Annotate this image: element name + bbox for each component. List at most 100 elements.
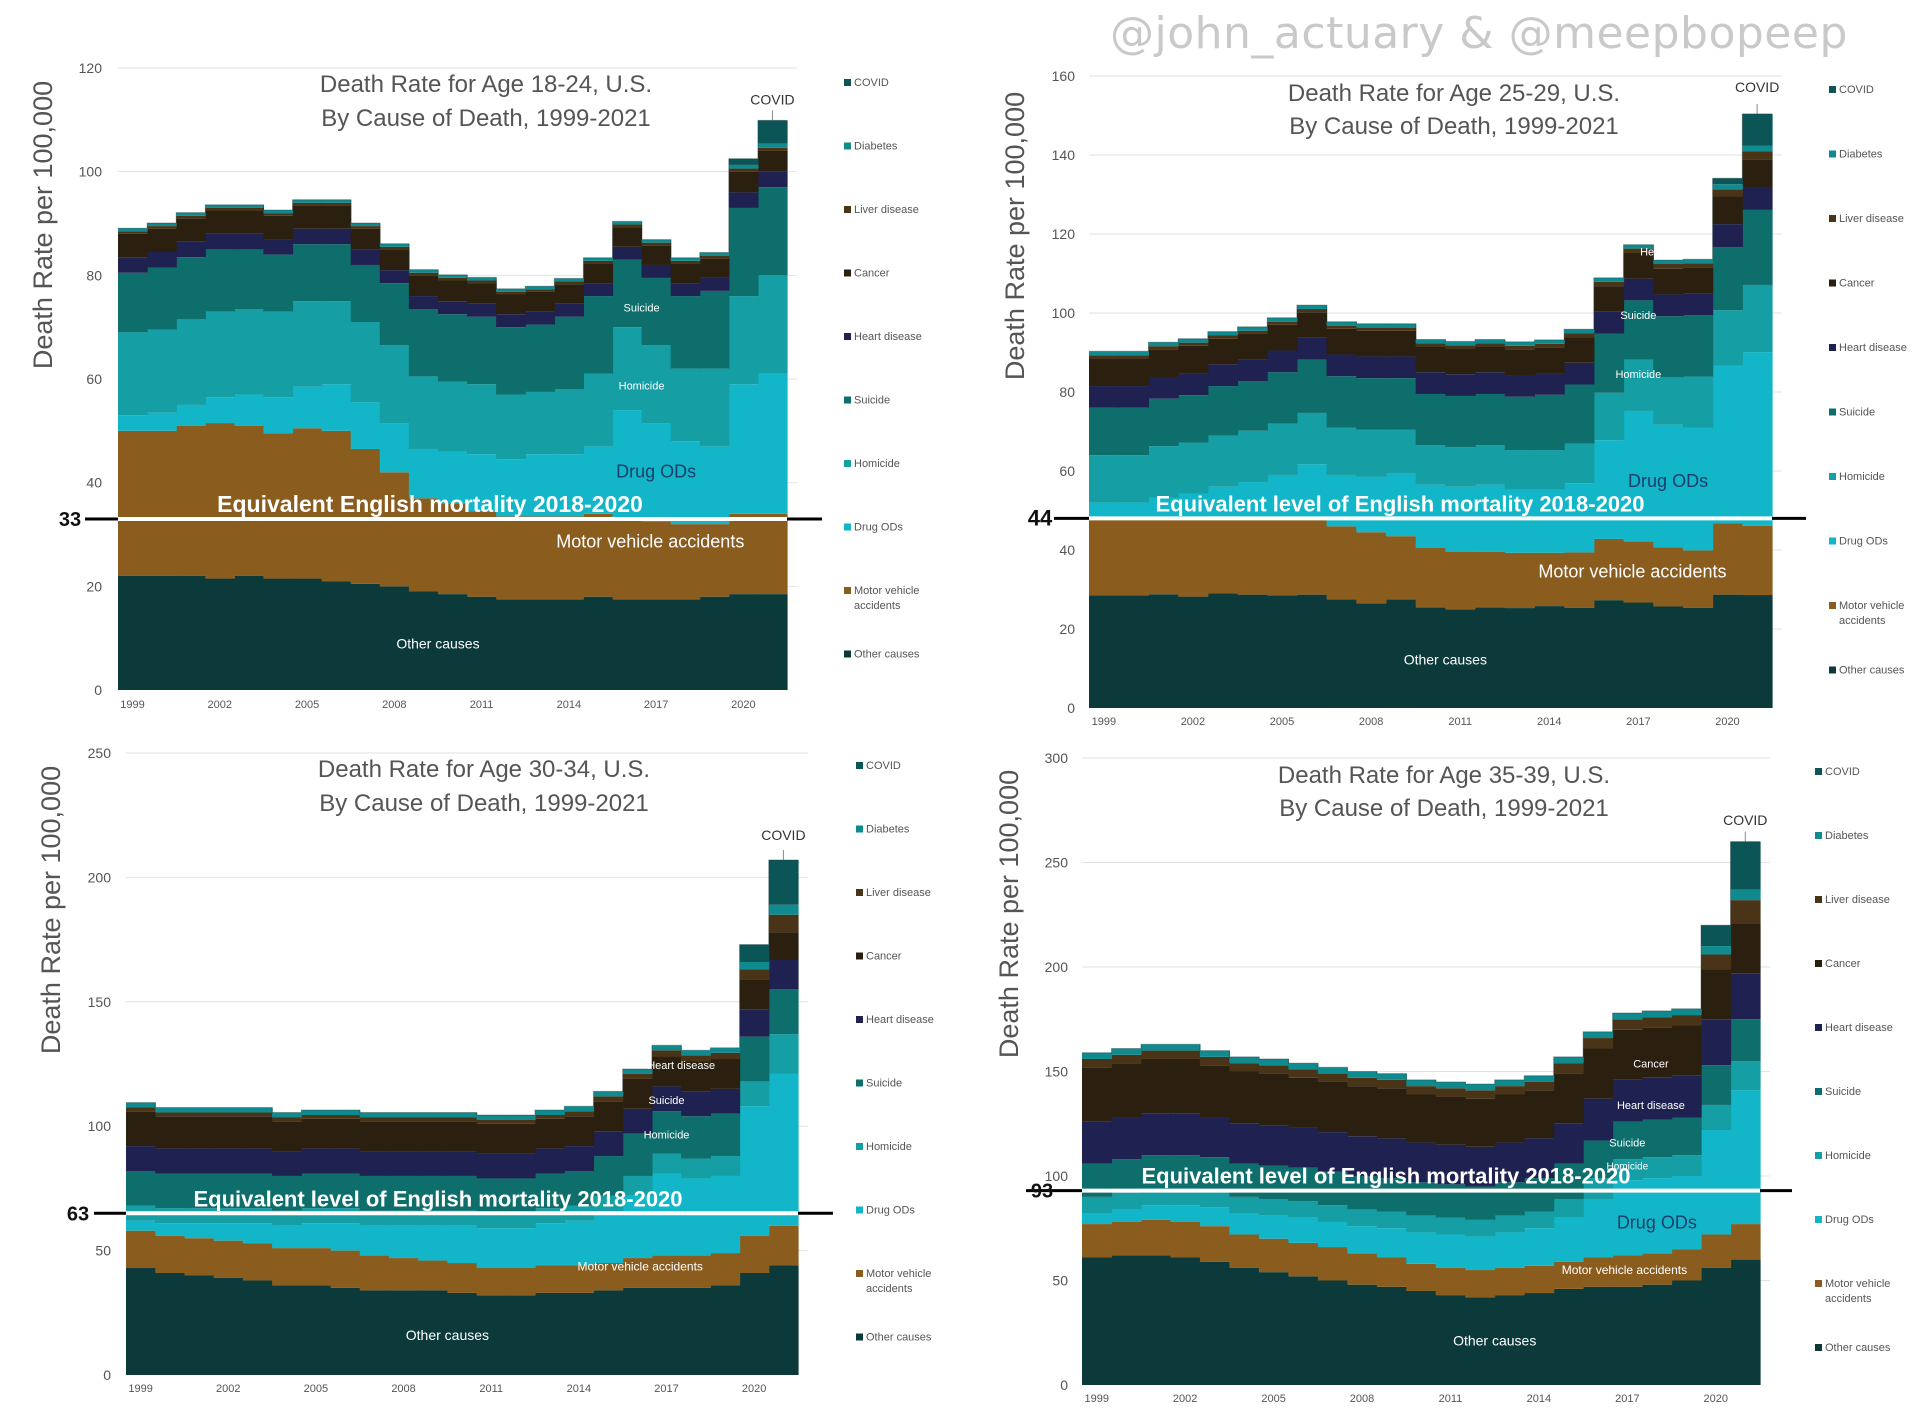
area-segment xyxy=(1317,1205,1348,1222)
area-segment xyxy=(1623,300,1654,360)
area-segment xyxy=(213,1240,244,1278)
area-segment xyxy=(1406,1086,1437,1095)
area-segment xyxy=(1653,547,1684,607)
area-segment xyxy=(467,454,497,512)
area-segment xyxy=(583,296,614,374)
legend-swatch xyxy=(844,333,851,340)
area-segment xyxy=(583,257,614,261)
area-segment xyxy=(768,1073,799,1226)
area-segment xyxy=(292,244,323,302)
area-segment xyxy=(1199,1050,1230,1057)
legend-label: Motor vehicle xyxy=(866,1268,931,1280)
area-segment xyxy=(1534,347,1565,374)
area-segment xyxy=(554,454,584,517)
area-segment xyxy=(505,1153,536,1179)
series-motor-vehicle-accidents xyxy=(1089,516,1773,610)
y-axis-label: Death Rate per 100,000 xyxy=(994,770,1024,1058)
area-segment xyxy=(118,228,148,232)
area-segment xyxy=(535,1115,565,1119)
area-segment xyxy=(564,1106,595,1112)
area-segment xyxy=(1475,372,1506,394)
area-segment xyxy=(155,1235,186,1273)
area-segment xyxy=(593,1263,624,1291)
annotation-homicide: Homicide xyxy=(1615,369,1661,381)
area-segment xyxy=(1296,337,1328,360)
area-segment xyxy=(263,213,294,216)
area-segment xyxy=(263,239,294,255)
area-segment xyxy=(272,1285,302,1375)
series-other-causes xyxy=(118,575,788,690)
legend-swatch xyxy=(844,523,851,531)
area-segment xyxy=(379,246,410,250)
area-segment xyxy=(1415,548,1446,608)
area-segment xyxy=(1730,923,1761,974)
area-segment xyxy=(1178,338,1209,343)
area-segment xyxy=(1583,1048,1614,1099)
area-segment xyxy=(505,1295,536,1375)
area-segment xyxy=(554,303,584,317)
area-segment xyxy=(1148,497,1179,518)
area-segment xyxy=(535,1148,565,1174)
area-segment xyxy=(1415,343,1446,347)
area-segment xyxy=(1267,518,1298,596)
area-segment xyxy=(234,575,265,690)
area-segment xyxy=(1317,1280,1348,1385)
reference-value: 44 xyxy=(1028,505,1053,530)
area-segment xyxy=(184,1107,215,1113)
series-suicide xyxy=(118,187,788,395)
area-segment xyxy=(1612,1159,1643,1181)
area-segment xyxy=(1118,355,1149,359)
area-segment xyxy=(699,524,730,597)
area-segment xyxy=(1356,330,1387,357)
area-segment xyxy=(1140,1058,1172,1114)
x-tick-label: 2002 xyxy=(216,1383,240,1395)
reference-text: Equivalent level of English mortality 20… xyxy=(193,1186,682,1211)
area-segment xyxy=(757,187,788,276)
area-segment xyxy=(728,296,759,385)
area-segment xyxy=(612,221,643,225)
area-segment xyxy=(1376,1138,1407,1179)
series-heart-disease xyxy=(126,959,799,1179)
area-segment xyxy=(681,1158,711,1179)
area-segment xyxy=(301,1248,332,1286)
y-tick-label: 120 xyxy=(1052,226,1076,242)
series-liver-disease xyxy=(118,147,788,295)
area-segment xyxy=(176,404,206,426)
area-segment xyxy=(1148,398,1179,447)
series-homicide xyxy=(118,275,788,460)
legend-label: Heart disease xyxy=(854,331,922,343)
annotation-covid: COVID xyxy=(1723,812,1767,828)
area-segment xyxy=(681,1091,711,1117)
area-segment xyxy=(612,410,643,519)
area-segment xyxy=(292,199,323,203)
area-segment xyxy=(1199,1226,1230,1262)
area-segment xyxy=(728,164,759,169)
area-segment xyxy=(1148,517,1179,595)
area-segment xyxy=(1712,594,1743,708)
area-segment xyxy=(1199,1157,1230,1191)
annotation-drug-ods: Drug ODs xyxy=(1617,1212,1697,1232)
area-segment xyxy=(1682,607,1714,708)
area-segment xyxy=(272,1121,302,1152)
area-segment xyxy=(379,423,410,473)
area-segment xyxy=(699,255,730,259)
chart-subtitle: By Cause of Death, 1999-2021 xyxy=(321,105,651,132)
area-segment xyxy=(1712,224,1743,248)
area-segment xyxy=(447,1175,478,1211)
area-segment xyxy=(1504,375,1536,397)
area-segment xyxy=(1406,1232,1437,1264)
area-segment xyxy=(205,249,235,312)
area-segment xyxy=(757,143,788,148)
area-segment xyxy=(739,1106,770,1236)
area-segment xyxy=(1504,396,1536,451)
area-segment xyxy=(1494,1215,1525,1233)
y-tick-label: 140 xyxy=(1052,147,1076,163)
area-segment xyxy=(739,1235,770,1273)
area-segment xyxy=(176,212,206,216)
area-segment xyxy=(496,459,526,517)
area-segment xyxy=(1415,445,1446,485)
area-segment xyxy=(1082,1213,1113,1225)
area-segment xyxy=(757,147,788,151)
area-segment xyxy=(554,278,584,282)
area-segment xyxy=(1475,346,1506,373)
